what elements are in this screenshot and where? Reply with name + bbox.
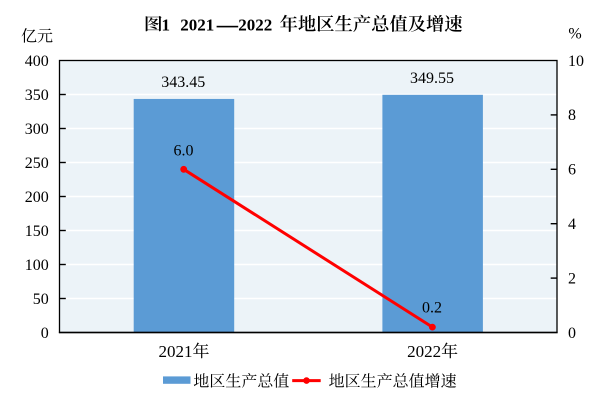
svg-text:2: 2 bbox=[568, 270, 576, 287]
svg-text:150: 150 bbox=[25, 223, 49, 240]
svg-text:343.45: 343.45 bbox=[161, 74, 205, 91]
svg-text:6.0: 6.0 bbox=[174, 143, 194, 160]
svg-text:8: 8 bbox=[568, 107, 576, 124]
svg-text:400: 400 bbox=[25, 53, 49, 70]
svg-text:349.55: 349.55 bbox=[410, 70, 454, 87]
svg-text:1: 1 bbox=[162, 15, 171, 34]
svg-text:200: 200 bbox=[25, 189, 49, 206]
svg-text:2021: 2021 bbox=[180, 15, 214, 34]
svg-text:10: 10 bbox=[568, 53, 584, 70]
svg-text:0.2: 0.2 bbox=[422, 299, 442, 316]
svg-text:0: 0 bbox=[41, 325, 49, 342]
svg-text:2021: 2021 bbox=[159, 342, 193, 361]
svg-text:4: 4 bbox=[568, 216, 576, 233]
svg-text:2022: 2022 bbox=[238, 15, 272, 34]
svg-text:350: 350 bbox=[25, 87, 49, 104]
svg-text:100: 100 bbox=[25, 257, 49, 274]
svg-text:%: % bbox=[568, 26, 581, 43]
svg-text:0: 0 bbox=[568, 325, 576, 342]
svg-text:50: 50 bbox=[33, 291, 49, 308]
svg-text:300: 300 bbox=[25, 121, 49, 138]
svg-text:2022: 2022 bbox=[407, 342, 441, 361]
svg-text:6: 6 bbox=[568, 162, 576, 179]
svg-text:250: 250 bbox=[25, 155, 49, 172]
